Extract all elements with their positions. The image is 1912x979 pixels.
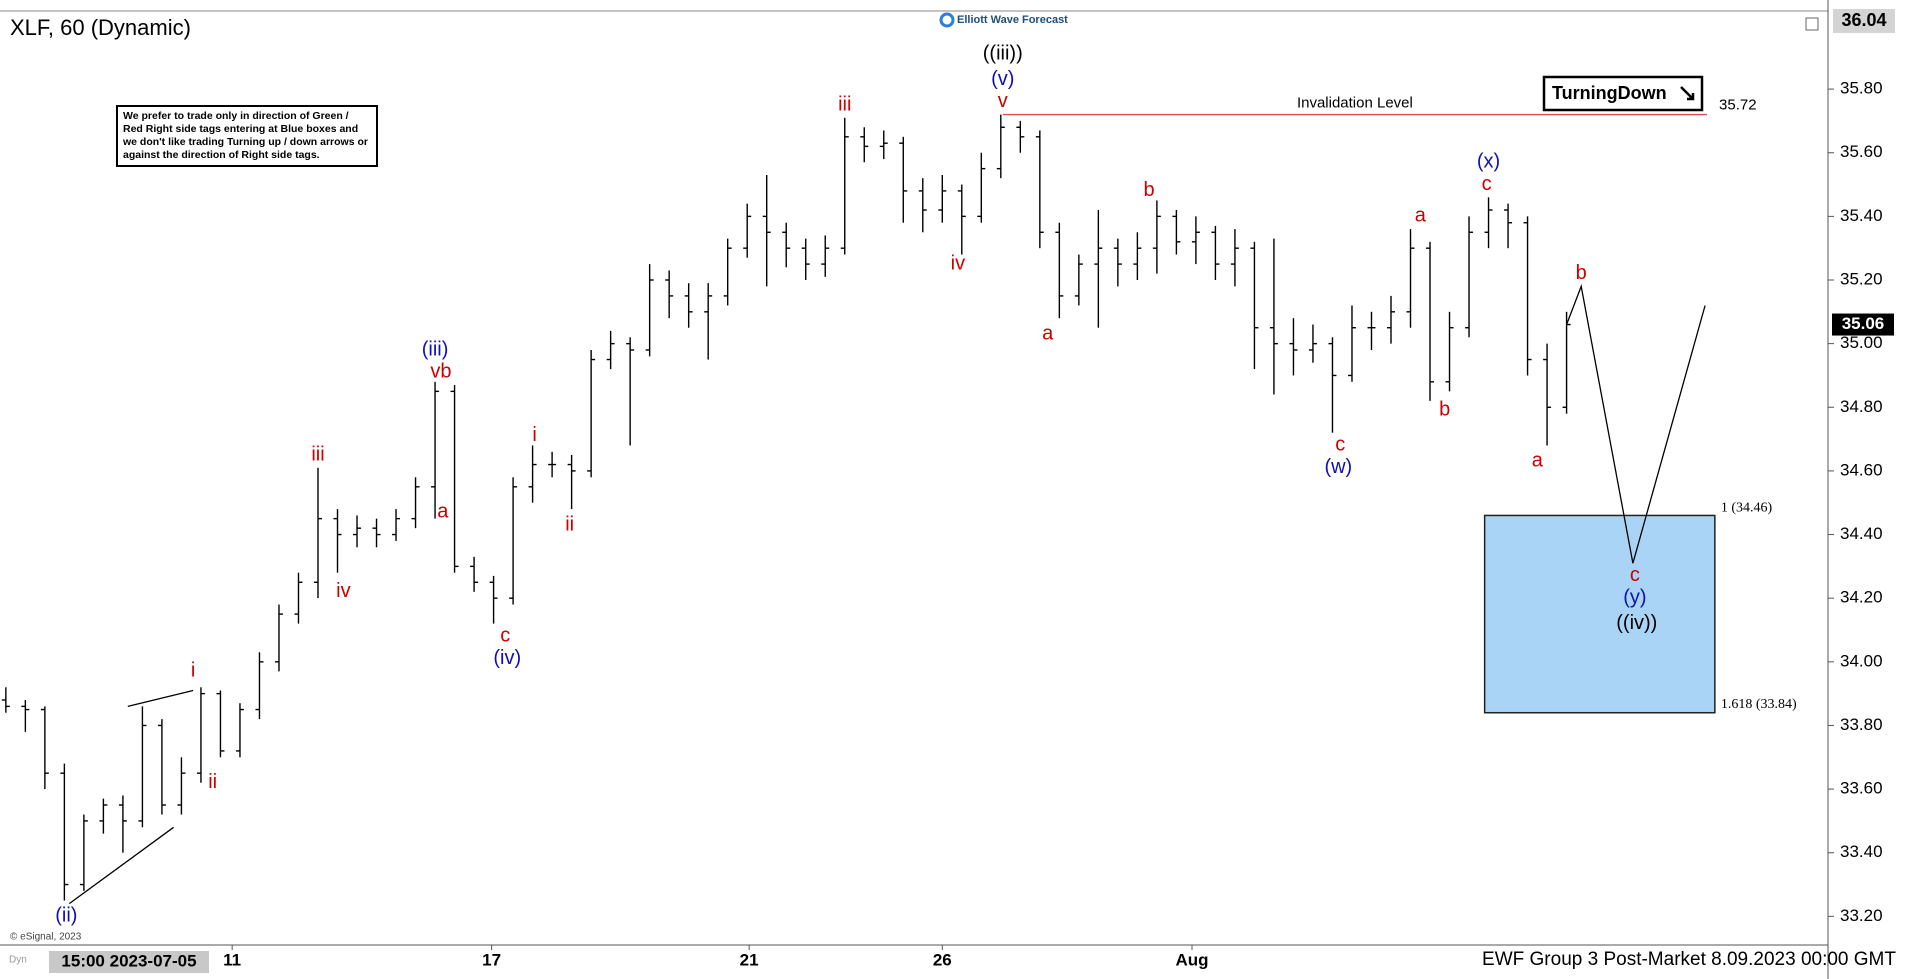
footer: EWF Group 3 Post-Market 8.09.2023 00:00 … <box>1482 949 1896 970</box>
wave-label: v <box>998 90 1008 112</box>
y-tick-label: 34.20 <box>1840 588 1883 607</box>
y-tick-label: 35.00 <box>1840 333 1883 352</box>
wave-label: iv <box>951 252 965 274</box>
wave-label: a <box>437 501 449 523</box>
trendline <box>127 689 194 708</box>
y-tick-label: 35.40 <box>1840 206 1883 225</box>
wave-label: (w) <box>1324 456 1352 478</box>
wave-label: b <box>1439 399 1450 421</box>
y-tick-label: 34.60 <box>1840 460 1883 479</box>
wave-label: c <box>1482 173 1492 195</box>
wave-label: vb <box>430 361 451 383</box>
projection-path <box>1565 284 1706 564</box>
wave-label: (y) <box>1623 586 1646 608</box>
y-tick-label: 33.80 <box>1840 715 1883 734</box>
invalidation-value: 35.72 <box>1719 97 1757 114</box>
y-tick-label: 34.40 <box>1840 524 1883 543</box>
y-tick-label: 33.60 <box>1840 779 1883 798</box>
wave-label: i <box>191 660 195 682</box>
y-tick-label: 33.20 <box>1840 906 1883 925</box>
dyn-label: Dyn <box>9 955 27 966</box>
logo-icon <box>939 12 955 28</box>
trendline <box>68 826 174 905</box>
x-tick-label: 17 <box>482 950 501 969</box>
start-label-box <box>49 951 209 973</box>
wave-label: (ii) <box>55 905 77 927</box>
wave-label: a <box>1415 205 1427 227</box>
wave-label: a <box>1042 322 1054 344</box>
copyright: © eSignal, 2023 <box>10 932 82 943</box>
x-tick-label: Aug <box>1175 950 1208 969</box>
target-top-label: 1 (34.46) <box>1721 501 1773 516</box>
wave-label: ii <box>565 513 574 535</box>
wave-label: i <box>532 424 536 446</box>
y-tick-label: 33.40 <box>1840 842 1883 861</box>
last-price: 35.06 <box>1842 314 1885 333</box>
wave-label: a <box>1532 450 1544 472</box>
y-tick-label: 34.80 <box>1840 397 1883 416</box>
wave-label: iii <box>838 93 851 115</box>
start-label: 15:00 2023-07-05 <box>61 951 196 970</box>
last-price-box <box>1832 313 1894 336</box>
wave-label: (iii) <box>422 338 449 360</box>
y-tick-label: 34.00 <box>1840 651 1883 670</box>
wave-label: ((iii)) <box>983 42 1023 64</box>
wave-label: (x) <box>1477 151 1500 173</box>
wave-label: c <box>1335 434 1345 456</box>
wave-label: (iv) <box>493 647 521 669</box>
chart-title: XLF, 60 (Dynamic) <box>10 15 191 40</box>
y-tick-label: 35.60 <box>1840 142 1883 161</box>
top-price-box <box>1833 9 1895 33</box>
wave-label: ii <box>208 771 217 793</box>
wave-label: b <box>1576 262 1587 284</box>
badge: TurningDown <box>1552 83 1667 103</box>
logo: Elliott Wave Forecast <box>957 14 1068 26</box>
invalidation-label: Invalidation Level <box>1297 95 1413 112</box>
wave-label: ((iv)) <box>1616 612 1657 634</box>
wave-label: (v) <box>991 68 1014 90</box>
wave-label: c <box>1630 564 1640 586</box>
wave-label: iii <box>311 443 324 465</box>
wave-label: c <box>500 625 510 647</box>
y-tick-label: 35.20 <box>1840 269 1883 288</box>
badge-box <box>1542 75 1704 112</box>
x-tick-label: 26 <box>933 950 952 969</box>
window-icon <box>1805 17 1819 31</box>
wave-label: iv <box>336 580 350 602</box>
target-box <box>1483 514 1716 714</box>
top-price: 36.04 <box>1841 10 1886 30</box>
x-tick-label: 11 <box>223 950 241 969</box>
y-tick-label: 35.80 <box>1840 79 1883 98</box>
badge-arrow <box>1680 86 1695 101</box>
target-bottom-label: 1.618 (33.84) <box>1721 697 1797 712</box>
x-tick-label: 21 <box>740 950 759 969</box>
wave-label: b <box>1144 179 1155 201</box>
note: We prefer to trade only in direction of … <box>116 105 378 167</box>
